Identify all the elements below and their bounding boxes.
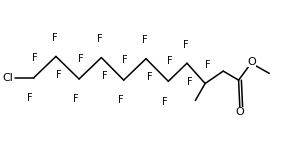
Text: Cl: Cl [3, 73, 13, 83]
Text: F: F [162, 97, 168, 107]
Text: F: F [142, 35, 147, 45]
Text: F: F [56, 70, 62, 80]
Text: F: F [204, 60, 210, 70]
Text: F: F [102, 71, 108, 81]
Text: F: F [78, 54, 83, 64]
Text: O: O [236, 107, 244, 117]
Text: F: F [52, 33, 57, 43]
Text: F: F [118, 95, 123, 105]
Text: F: F [122, 55, 128, 65]
Text: O: O [247, 57, 256, 67]
Text: F: F [97, 34, 103, 44]
Text: F: F [73, 94, 79, 104]
Text: F: F [167, 56, 172, 66]
Text: F: F [187, 77, 192, 87]
Text: F: F [32, 53, 38, 63]
Text: F: F [183, 40, 189, 50]
Text: F: F [146, 72, 152, 82]
Text: F: F [27, 93, 33, 103]
